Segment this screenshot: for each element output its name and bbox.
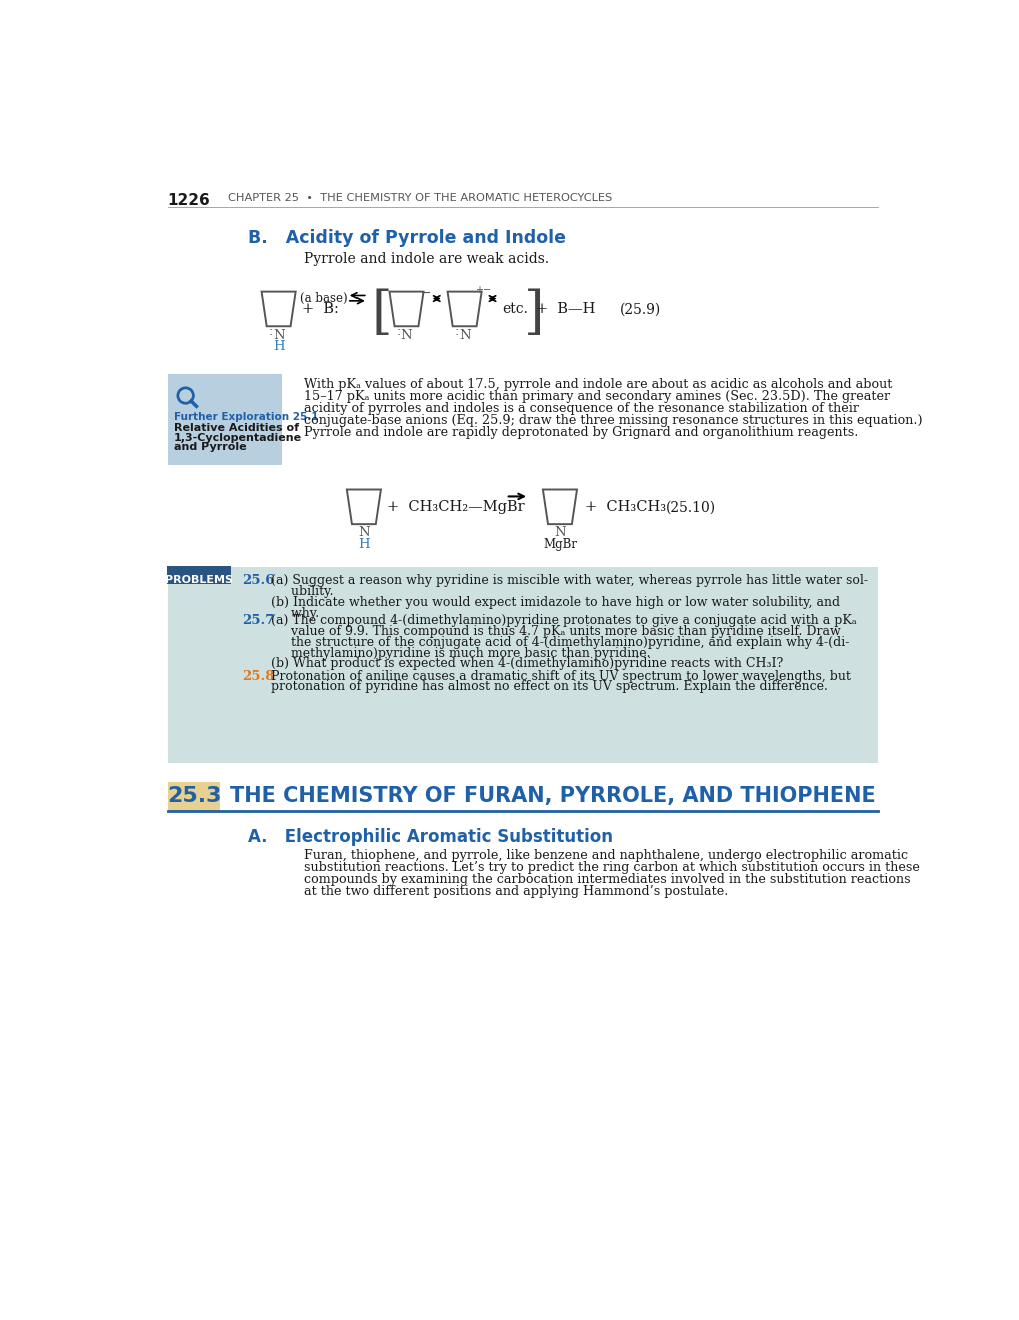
Text: ]: ]: [524, 288, 544, 339]
Text: 25.6: 25.6: [242, 574, 274, 587]
Text: 25.8: 25.8: [242, 669, 274, 682]
Text: methylamino)pyridine is much more basic than pyridine.: methylamino)pyridine is much more basic …: [271, 647, 650, 660]
Text: N: N: [358, 527, 369, 540]
Text: MgBr: MgBr: [542, 539, 577, 550]
Text: N: N: [272, 329, 284, 342]
Text: ⁻: ⁻: [327, 305, 333, 314]
Text: +−: +−: [475, 285, 491, 296]
Text: Pyrrole and indole are weak acids.: Pyrrole and indole are weak acids.: [304, 252, 549, 267]
Text: H: H: [272, 341, 284, 354]
Text: −: −: [420, 286, 431, 300]
Text: THE CHEMISTRY OF FURAN, PYRROLE, AND THIOPHENE: THE CHEMISTRY OF FURAN, PYRROLE, AND THI…: [229, 785, 874, 807]
Text: ubility.: ubility.: [271, 585, 333, 598]
Text: the structure of the conjugate acid of 4-(dimethylamino)pyridine, and explain wh: the structure of the conjugate acid of 4…: [271, 636, 849, 649]
Text: why.: why.: [271, 607, 319, 619]
Text: 1226: 1226: [168, 193, 210, 209]
Text: B.   Acidity of Pyrrole and Indole: B. Acidity of Pyrrole and Indole: [248, 230, 566, 247]
Text: N: N: [459, 329, 470, 342]
Text: PROBLEMS: PROBLEMS: [165, 576, 232, 585]
Text: Protonation of aniline causes a dramatic shift of its UV spectrum to lower wavel: Protonation of aniline causes a dramatic…: [271, 669, 850, 682]
Text: N: N: [400, 329, 412, 342]
Text: Pyrrole and indole are rapidly deprotonated by Grignard and organolithium reagen: Pyrrole and indole are rapidly deprotona…: [304, 425, 858, 438]
Text: (25.10): (25.10): [665, 500, 715, 515]
Text: (b) What product is expected when 4-(dimethylamino)pyridine reacts with CH₃I?: (b) What product is expected when 4-(dim…: [271, 657, 783, 671]
Text: (a) The compound 4-(dimethylamino)pyridine protonates to give a conjugate acid w: (a) The compound 4-(dimethylamino)pyridi…: [271, 614, 856, 627]
Text: [: [: [371, 288, 392, 339]
Text: 1,3-Cyclopentadiene: 1,3-Cyclopentadiene: [174, 433, 302, 442]
Text: +  B:: + B:: [302, 302, 338, 317]
Text: 25.7: 25.7: [242, 614, 274, 627]
Text: 25.3: 25.3: [167, 785, 221, 807]
Text: +  B—H: + B—H: [535, 302, 595, 317]
Text: Further Exploration 25.1: Further Exploration 25.1: [174, 412, 318, 422]
FancyBboxPatch shape: [168, 781, 220, 812]
Text: +  CH₃CH₂—MgBr: + CH₃CH₂—MgBr: [387, 500, 524, 515]
Text: conjugate-base anions (Eq. 25.9; draw the three missing resonance structures in : conjugate-base anions (Eq. 25.9; draw th…: [304, 413, 922, 426]
Text: (a base): (a base): [300, 292, 347, 305]
Text: substitution reactions. Let’s try to predict the ring carbon at which substituti: substitution reactions. Let’s try to pre…: [304, 861, 919, 874]
Text: :: :: [396, 326, 400, 338]
FancyBboxPatch shape: [168, 374, 282, 465]
Text: protonation of pyridine has almost no effect on its UV spectrum. Explain the dif: protonation of pyridine has almost no ef…: [271, 681, 827, 693]
Text: :: :: [454, 326, 459, 338]
Text: etc.: etc.: [502, 302, 528, 317]
FancyBboxPatch shape: [167, 566, 230, 585]
Text: N: N: [553, 527, 566, 540]
Text: +  CH₃CH₃: + CH₃CH₃: [584, 500, 665, 515]
Text: 15–17 pKₐ units more acidic than primary and secondary amines (Sec. 23.5D). The : 15–17 pKₐ units more acidic than primary…: [304, 389, 890, 403]
Text: :: :: [268, 326, 272, 338]
Text: acidity of pyrroles and indoles is a consequence of the resonance stabilization : acidity of pyrroles and indoles is a con…: [304, 401, 858, 414]
Text: With pKₐ values of about 17.5, pyrrole and indole are about as acidic as alcohol: With pKₐ values of about 17.5, pyrrole a…: [304, 378, 892, 391]
Text: (25.9): (25.9): [619, 302, 660, 317]
Text: CHAPTER 25  •  THE CHEMISTRY OF THE AROMATIC HETEROCYCLES: CHAPTER 25 • THE CHEMISTRY OF THE AROMAT…: [228, 193, 611, 203]
Text: compounds by examining the carbocation intermediates involved in the substitutio: compounds by examining the carbocation i…: [304, 873, 910, 886]
Text: Relative Acidities of: Relative Acidities of: [174, 424, 299, 433]
Text: at the two different positions and applying Hammond’s postulate.: at the two different positions and apply…: [304, 884, 728, 898]
Text: and Pyrrole: and Pyrrole: [174, 442, 247, 451]
Text: H: H: [358, 539, 369, 550]
Text: (a) Suggest a reason why pyridine is miscible with water, whereas pyrrole has li: (a) Suggest a reason why pyridine is mis…: [271, 574, 867, 587]
Text: value of 9.9. This compound is thus 4.7 pKₐ units more basic than pyridine itsel: value of 9.9. This compound is thus 4.7 …: [271, 626, 840, 638]
FancyBboxPatch shape: [168, 566, 876, 763]
Text: A.   Electrophilic Aromatic Substitution: A. Electrophilic Aromatic Substitution: [248, 829, 612, 846]
Text: (b) Indicate whether you would expect imidazole to have high or low water solubi: (b) Indicate whether you would expect im…: [271, 595, 840, 609]
Text: Furan, thiophene, and pyrrole, like benzene and naphthalene, undergo electrophil: Furan, thiophene, and pyrrole, like benz…: [304, 849, 908, 862]
